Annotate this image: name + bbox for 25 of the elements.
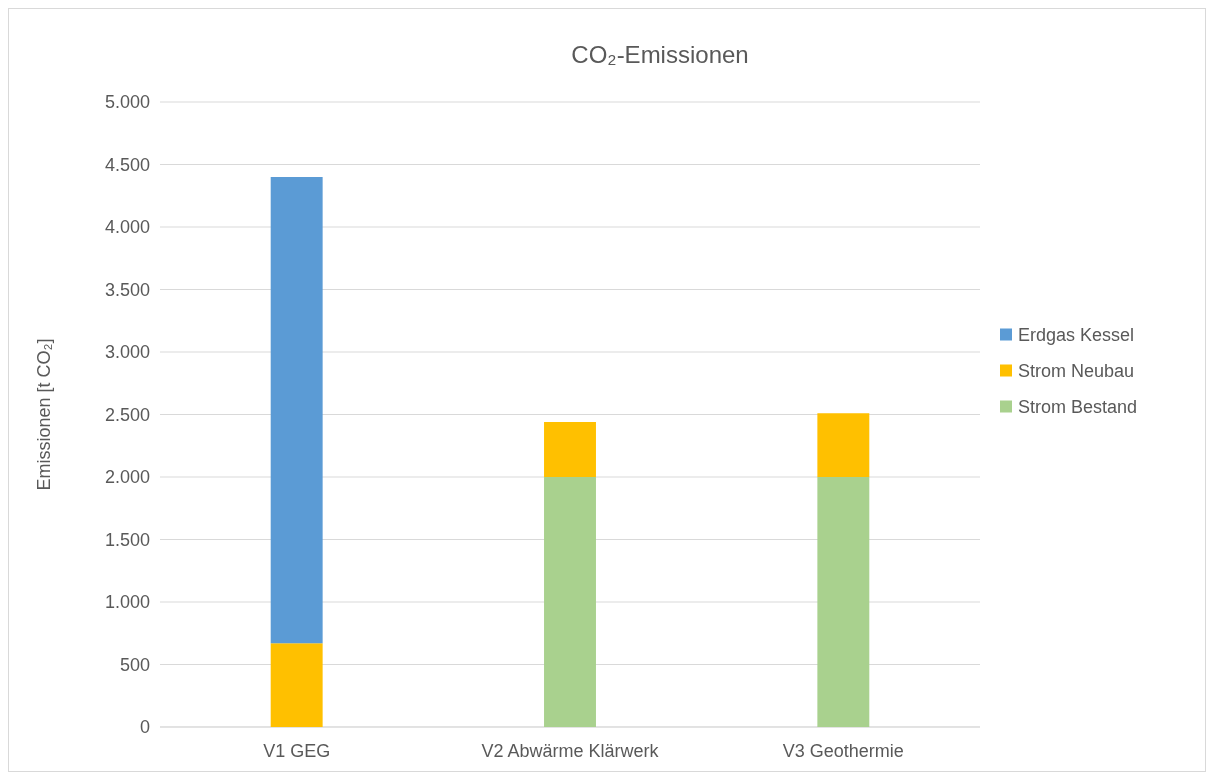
chart-title: CO₂-Emissionen: [571, 41, 749, 68]
y-tick-label: 4.500: [104, 154, 150, 175]
y-tick-label: 2.500: [104, 404, 150, 425]
y-tick-label: 2.000: [104, 467, 150, 488]
legend-label: Erdgas Kessel: [1018, 324, 1135, 345]
x-tick-label: V2 Abwärme Klärwerk: [481, 741, 660, 761]
legend-label: Strom Neubau: [1018, 360, 1135, 381]
bar: [817, 477, 870, 727]
bar: [817, 413, 870, 477]
y-tick-label: 500: [119, 654, 150, 675]
legend-label: Strom Bestand: [1018, 396, 1138, 417]
bar: [544, 422, 596, 477]
y-axis-title: Emissionen [t CO₂]: [34, 338, 54, 491]
x-tick-label: V3 Geothermie: [782, 741, 904, 761]
bar: [270, 177, 323, 644]
bar: [270, 643, 323, 727]
y-tick-label: 1.500: [104, 529, 150, 550]
y-tick-label: 3.000: [104, 342, 150, 363]
bar: [544, 477, 596, 727]
y-tick-label: 1.000: [104, 592, 150, 613]
y-tick-label: 0: [139, 717, 150, 738]
y-tick-label: 5.000: [104, 92, 150, 113]
y-tick-label: 3.500: [104, 279, 150, 300]
y-tick-label: 4.000: [104, 217, 150, 238]
x-tick-label: V1 GEG: [263, 741, 331, 761]
